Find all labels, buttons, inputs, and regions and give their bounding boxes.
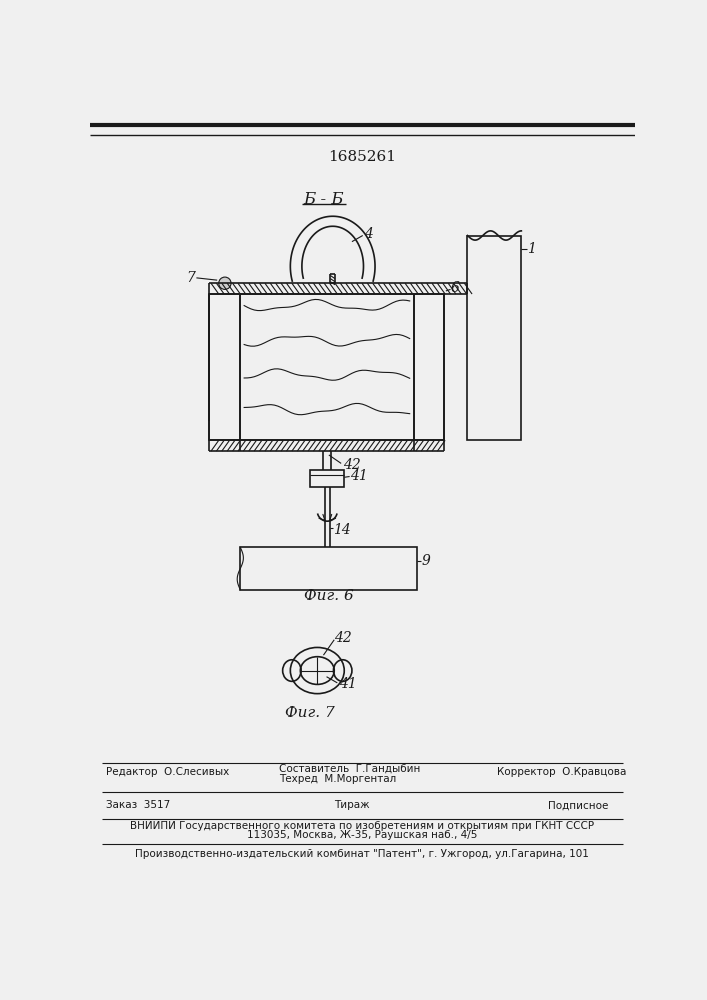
Bar (209, 294, 240, 440)
Text: 113035, Москва, Ж-35, Раушская наб., 4/5: 113035, Москва, Ж-35, Раушская наб., 4/5 (247, 830, 477, 840)
Text: 1: 1 (527, 242, 537, 256)
Text: ВНИИПИ Государственного комитета по изобретениям и открытиям при ГКНТ СССР: ВНИИПИ Государственного комитета по изоб… (130, 821, 594, 831)
Text: Корректор  О.Кравцова: Корректор О.Кравцова (497, 767, 626, 777)
Text: Составитель  Г.Гандыбин: Составитель Г.Гандыбин (279, 763, 420, 773)
Text: 42: 42 (343, 458, 361, 472)
Text: Заказ  3517: Заказ 3517 (105, 800, 170, 810)
Text: Фиг. 6: Фиг. 6 (304, 589, 354, 603)
Circle shape (218, 277, 231, 289)
Text: 41: 41 (339, 677, 356, 691)
Bar (467, 235, 521, 440)
Text: 9: 9 (421, 554, 430, 568)
Text: Б - Б: Б - Б (303, 191, 344, 208)
Text: Техред  М.Моргентал: Техред М.Моргентал (279, 774, 396, 784)
Bar (240, 547, 417, 590)
Text: Подписное: Подписное (549, 800, 609, 810)
Text: 1685261: 1685261 (328, 150, 396, 164)
Bar (414, 294, 444, 440)
Text: 14: 14 (334, 523, 351, 537)
Bar (310, 470, 344, 487)
Text: 4: 4 (364, 227, 373, 241)
Text: 42: 42 (334, 631, 352, 645)
Text: Редактор  О.Слесивых: Редактор О.Слесивых (105, 767, 229, 777)
Text: Тираж: Тираж (334, 800, 370, 810)
Text: 6: 6 (450, 281, 460, 295)
Text: Фиг. 7: Фиг. 7 (285, 706, 334, 720)
Text: 41: 41 (351, 469, 368, 483)
Text: 7: 7 (187, 271, 196, 285)
Text: Производственно-издательский комбинат "Патент", г. Ужгород, ул.Гагарина, 101: Производственно-издательский комбинат "П… (135, 849, 589, 859)
